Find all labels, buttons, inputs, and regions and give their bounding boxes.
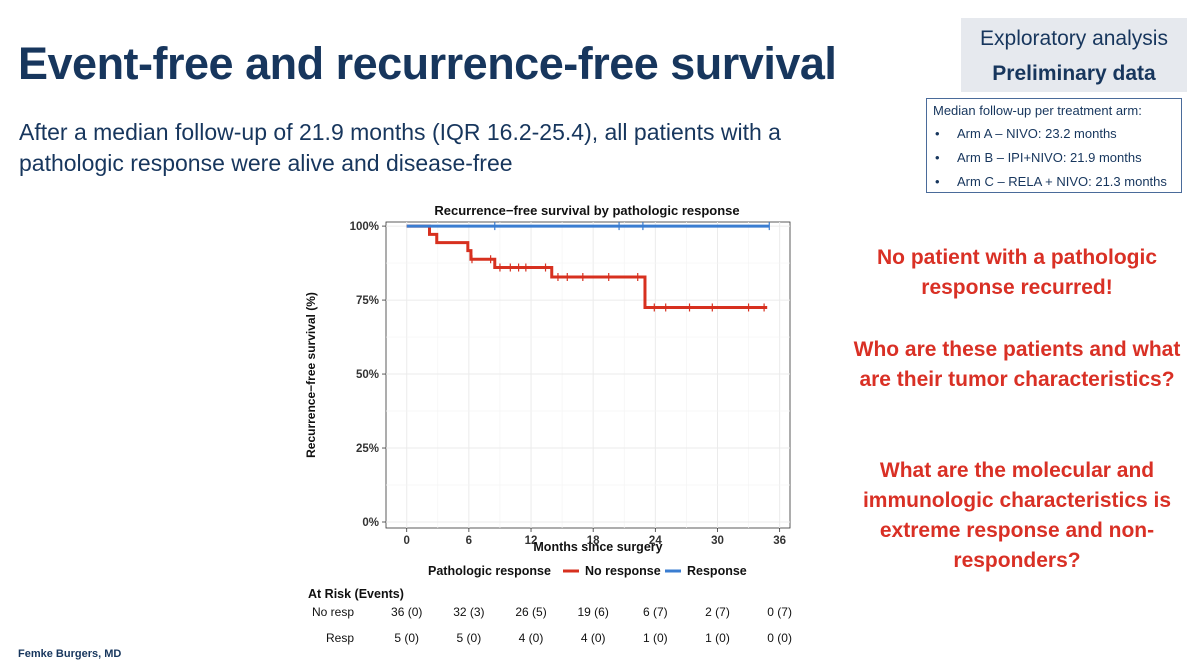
exploratory-badge: Exploratory analysis Preliminary data (961, 18, 1187, 92)
plot-panel (385, 221, 791, 529)
followup-box: Median follow-up per treatment arm: Arm … (926, 98, 1182, 194)
callout-molecular-question: What are the molecular and immunologic c… (862, 459, 1172, 572)
followup-item: Arm A – NIVO: 23.2 months (933, 122, 1175, 146)
badge-line-2: Preliminary data (992, 62, 1156, 85)
risk-table-cell: 32 (3) (453, 605, 484, 619)
risk-table-cell: 0 (0) (767, 631, 792, 645)
y-tick-label: 75% (356, 295, 379, 307)
y-tick-label: 50% (356, 369, 379, 381)
legend-item-label: No response (585, 564, 661, 578)
risk-table-cell: 1 (0) (705, 631, 730, 645)
survival-curves (406, 222, 770, 312)
risk-row-label: No resp (312, 605, 354, 619)
followup-list: Arm A – NIVO: 23.2 months Arm B – IPI+NI… (933, 122, 1175, 194)
risk-table-cell: 0 (7) (767, 605, 792, 619)
x-axis-label: Months since surgery (533, 540, 662, 554)
y-tick-label: 25% (356, 443, 379, 455)
risk-table-cell: 5 (0) (394, 631, 419, 645)
y-tick-label: 100% (350, 221, 379, 233)
x-axis: 0 6 12 18 24 30 36 (404, 528, 786, 547)
risk-table-cell: 2 (7) (705, 605, 730, 619)
risk-table-cell: 1 (0) (643, 631, 668, 645)
legend-item-label: Response (687, 564, 747, 578)
followup-heading: Median follow-up per treatment arm: (933, 103, 1142, 118)
risk-table-cell: 4 (0) (581, 631, 606, 645)
legend-title: Pathologic response (428, 564, 551, 578)
x-tick-label: 24 (649, 535, 662, 547)
risk-table-cell: 5 (0) (457, 631, 482, 645)
x-tick-label: 30 (711, 535, 724, 547)
y-axis: 0% 25% 50% 75% 100% (350, 221, 386, 529)
x-tick-label: 0 (404, 535, 410, 547)
slide-title: Event-free and recurrence-free survival (18, 38, 837, 89)
risk-row-label: Resp (326, 631, 354, 645)
risk-table-cell: 36 (0) (391, 605, 422, 619)
curve-no-response (406, 224, 768, 309)
x-tick-label: 18 (587, 535, 600, 547)
callout-no-recurrence: No patient with a pathologic response re… (877, 246, 1157, 299)
followup-item: Arm C – RELA + NIVO: 21.3 months (933, 170, 1175, 194)
x-tick-label: 12 (525, 535, 538, 547)
y-axis-label: Recurrence−free survival (%) (304, 292, 318, 458)
risk-table-title: At Risk (Events) (308, 587, 404, 601)
risk-table-cell: 6 (7) (643, 605, 668, 619)
slide-subtitle: After a median follow-up of 21.9 months … (19, 119, 781, 176)
risk-table-cell: 4 (0) (519, 631, 544, 645)
risk-table-cell: 26 (5) (515, 605, 546, 619)
risk-table: At Risk (Events) No resp 36 (0) 32 (3) 26 (… (308, 587, 792, 645)
y-tick-label: 0% (362, 517, 379, 529)
x-tick-label: 36 (773, 535, 786, 547)
km-survival-chart: Recurrence−free survival by pathologic r… (304, 203, 792, 645)
badge-line-1: Exploratory analysis (980, 27, 1168, 50)
chart-title: Recurrence−free survival by pathologic r… (434, 203, 739, 218)
followup-item: Arm B – IPI+NIVO: 21.9 months (933, 146, 1175, 170)
presenter-name: Femke Burgers, MD (18, 648, 122, 660)
x-tick-label: 6 (466, 535, 472, 547)
chart-legend: Pathologic response No response Response (428, 564, 747, 578)
callout-patients-question: Who are these patients and what are thei… (853, 338, 1181, 391)
risk-table-cell: 19 (6) (577, 605, 608, 619)
